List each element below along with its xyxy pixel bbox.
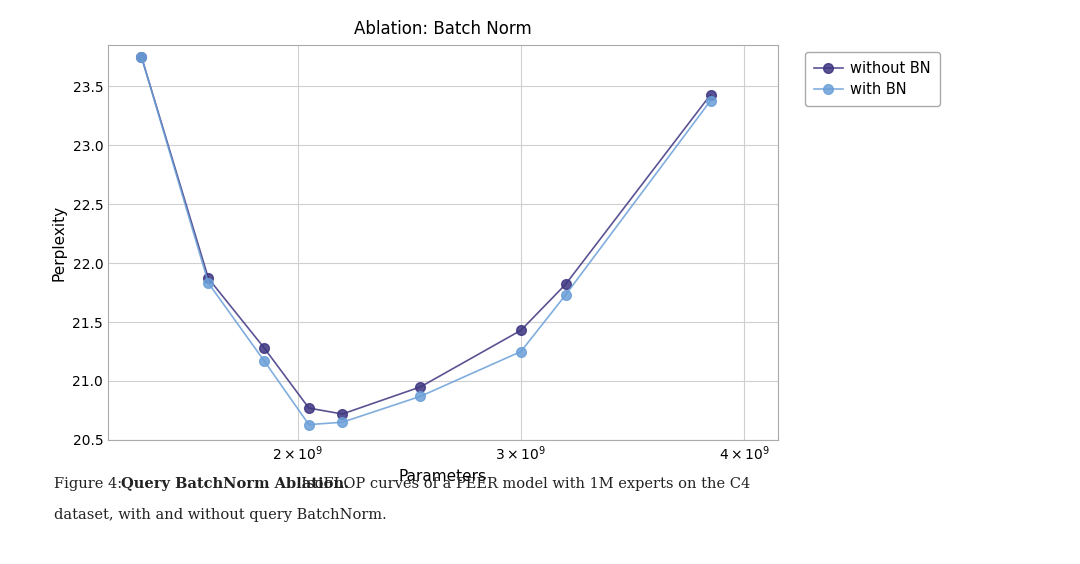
Text: Figure 4:: Figure 4: <box>54 477 126 491</box>
Line: with BN: with BN <box>136 52 716 429</box>
without BN <box>704 91 717 98</box>
with BN <box>302 421 315 428</box>
Text: Query BatchNorm Ablation.: Query BatchNorm Ablation. <box>121 477 349 491</box>
without BN <box>135 54 148 60</box>
Text: dataset, with and without query BatchNorm.: dataset, with and without query BatchNor… <box>54 508 387 522</box>
with BN <box>704 97 717 104</box>
Title: Ablation: Batch Norm: Ablation: Batch Norm <box>354 20 531 38</box>
Line: without BN: without BN <box>136 52 716 419</box>
X-axis label: Parameters: Parameters <box>399 469 487 484</box>
with BN <box>336 419 349 426</box>
without BN <box>414 384 427 390</box>
with BN <box>559 292 572 298</box>
without BN <box>202 275 215 282</box>
with BN <box>258 358 271 364</box>
without BN <box>302 405 315 412</box>
without BN <box>258 345 271 351</box>
Legend: without BN, with BN: without BN, with BN <box>805 52 940 105</box>
with BN <box>414 393 427 400</box>
without BN <box>559 281 572 288</box>
with BN <box>202 280 215 287</box>
with BN <box>135 54 148 60</box>
without BN <box>336 411 349 417</box>
with BN <box>514 348 527 355</box>
without BN <box>514 327 527 334</box>
Text: IsoFLOP curves of a PEER model with 1M experts on the C4: IsoFLOP curves of a PEER model with 1M e… <box>292 477 750 491</box>
Y-axis label: Perplexity: Perplexity <box>52 205 67 280</box>
